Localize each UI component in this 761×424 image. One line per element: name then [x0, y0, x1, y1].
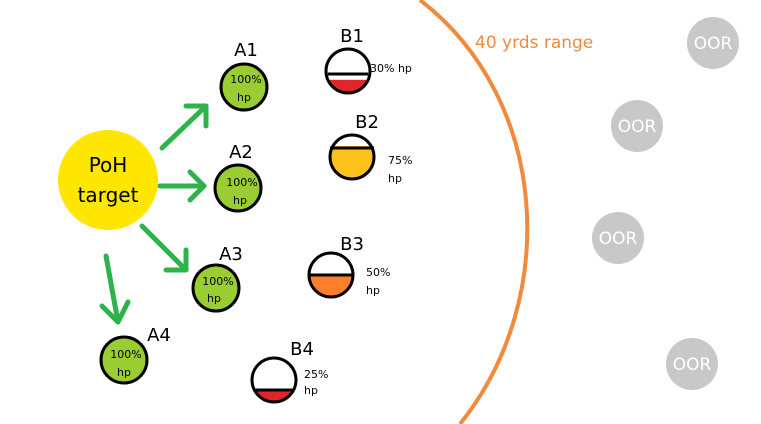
oor-unit-2 [611, 100, 663, 152]
member-hp-unit-a2: hp [233, 194, 247, 207]
arrow-to-a3 [139, 223, 189, 273]
member-hp-b1: 30% hp [370, 62, 412, 75]
member-a4 [99, 335, 149, 385]
oor-label-4: OOR [673, 355, 712, 375]
member-b4-health-fill [252, 391, 296, 402]
member-hp-a3: 100% [202, 275, 233, 288]
member-b1 [324, 47, 372, 95]
poh-target-label-line2: target [78, 183, 139, 207]
member-name-b2: B2 [355, 112, 379, 133]
member-hp-a2: 100% [226, 176, 257, 189]
range-arc [418, 0, 530, 424]
member-hp-b3: 50% [366, 266, 390, 279]
oor-unit-1 [687, 17, 739, 69]
member-a1 [219, 62, 269, 112]
member-hp-unit-b4: hp [304, 384, 318, 397]
oor-unit-3 [592, 212, 644, 264]
arrow-to-a1 [159, 103, 209, 151]
member-hp-b4: 25% [304, 368, 328, 381]
member-a2 [213, 163, 263, 213]
member-b2 [328, 133, 376, 181]
oor-label-2: OOR [618, 117, 657, 137]
member-hp-unit-b2: hp [388, 172, 402, 185]
member-name-a3: A3 [219, 244, 243, 265]
poh-target-label-line1: PoH [89, 153, 128, 177]
member-name-b1: B1 [340, 26, 364, 47]
range-label: 40 yrds range [475, 33, 593, 53]
member-hp-a1: 100% [230, 73, 261, 86]
arrow-to-a4 [99, 253, 131, 325]
member-name-b4: B4 [290, 339, 314, 360]
member-hp-unit-b3: hp [366, 284, 380, 297]
member-hp-b2: 75% [388, 154, 412, 167]
member-name-a2: A2 [229, 142, 253, 163]
member-b4 [250, 356, 298, 404]
arrow-to-a2 [157, 169, 207, 203]
member-name-b3: B3 [340, 234, 364, 255]
member-hp-unit-a3: hp [207, 292, 221, 305]
member-name-a4: A4 [147, 325, 171, 346]
member-hp-unit-a1: hp [237, 91, 251, 104]
oor-label-1: OOR [694, 34, 733, 54]
oor-unit-4 [666, 338, 718, 390]
member-b3 [307, 251, 355, 299]
member-a3 [191, 263, 241, 313]
member-b3-health-fill [309, 275, 353, 297]
member-name-a1: A1 [234, 40, 258, 61]
member-hp-unit-a4: hp [117, 366, 131, 379]
poh-target-circle [58, 130, 158, 230]
oor-label-3: OOR [599, 229, 638, 249]
member-hp-a4: 100% [110, 348, 141, 361]
